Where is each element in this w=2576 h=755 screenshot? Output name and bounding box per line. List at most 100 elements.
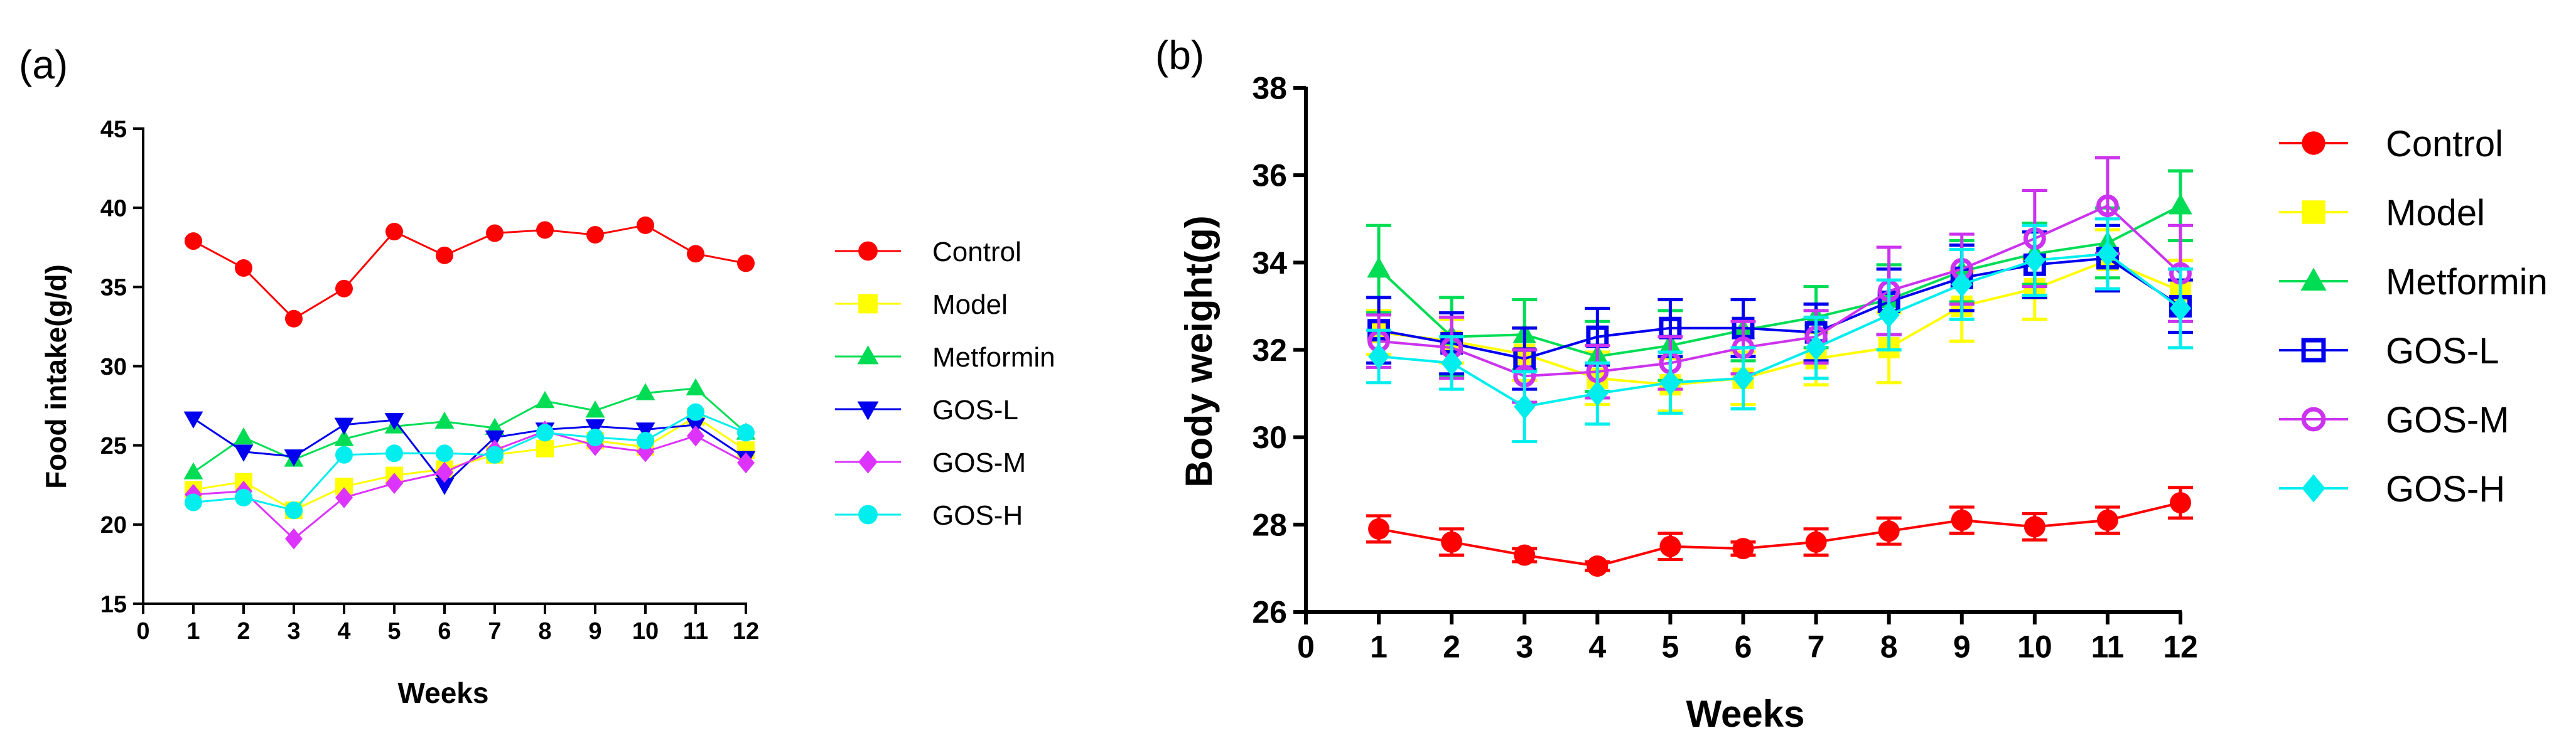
panel-b-x-tick-label: 2	[1443, 629, 1460, 665]
panel-b-x-tick-label: 3	[1516, 629, 1533, 665]
panel-b-point-gos-h	[1441, 350, 1463, 376]
panel-a-point-metformin	[434, 411, 455, 429]
panel-a-series	[183, 216, 756, 550]
panel-a-point-gos-m	[436, 461, 453, 483]
panel-a-point-gos-l	[284, 449, 304, 467]
panel-a-point-gos-h	[335, 446, 353, 464]
panel-a-point-gos-h	[737, 424, 755, 442]
panel-a-legend-marker-gos-h	[858, 505, 878, 525]
panel-a-point-gos-m	[385, 473, 403, 495]
panel-a-legend-label-gos-h: GOS-H	[932, 500, 1023, 531]
panel-a-point-gos-m	[335, 487, 353, 508]
panel-a-point-gos-h	[687, 403, 704, 421]
panel-a-x-tick-label: 7	[488, 618, 501, 645]
panel-a-x-tick-label: 11	[683, 618, 708, 645]
panel-b-y-tick-label: 26	[1252, 595, 1287, 630]
panel-a-x-tick-label: 5	[387, 618, 401, 645]
panel-a-point-gos-l	[585, 419, 605, 437]
panel-b-point-control	[1878, 520, 1900, 542]
panel-b-series-gos-m	[1366, 156, 2193, 404]
panel-a-series-metformin	[183, 378, 756, 479]
panel-b-point-control	[2170, 492, 2191, 514]
panel-a-legend-item-gos-m: GOS-M	[835, 447, 1026, 478]
panel-b-legend: Control Model Metformin GOS-L GOS-M GOS-H	[2279, 124, 2548, 510]
panel-b-legend-item-model: Model	[2279, 193, 2485, 233]
panel-b-x-tick-label: 9	[1953, 629, 1971, 665]
panel-b-x-tick-label: 10	[2017, 629, 2052, 665]
panel-b-series-metformin	[1366, 169, 2193, 394]
panel-b-legend-item-gos-h: GOS-H	[2279, 469, 2505, 510]
panel-a-x-tick-label: 12	[733, 618, 759, 645]
panel-a-point-control	[737, 254, 755, 272]
panel-a-x-tick-label: 10	[632, 618, 659, 645]
panel-b-legend-marker-gos-h	[2302, 474, 2325, 503]
panel-a-y-tick-label: 30	[100, 354, 127, 380]
panel-a-point-gos-h	[586, 429, 604, 447]
panel-a-y-tick-label: 20	[100, 512, 127, 538]
panel-a-label: (a)	[19, 42, 68, 87]
panel-a-point-gos-h	[235, 488, 252, 506]
panel-b-x-tick-label: 6	[1735, 629, 1752, 665]
panel-a-legend-marker-gos-l	[857, 401, 879, 420]
panel-b-legend-label-model: Model	[2386, 193, 2485, 233]
panel-b-series-gos-h	[1366, 217, 2193, 444]
panel-b-line-gos-h	[1378, 252, 2182, 409]
panel-a-point-metformin	[535, 390, 555, 409]
panel-b-point-control	[1732, 538, 1754, 560]
panel-b-x-axis-title: Weeks	[1686, 693, 1804, 735]
panel-b-y-axis-title: Body weight(g)	[1178, 215, 1220, 487]
panel-b-legend-label-gos-m: GOS-M	[2386, 400, 2509, 441]
panel-a-point-gos-h	[436, 444, 453, 463]
panel-b-point-control	[1587, 555, 1609, 577]
panel-a-point-metformin	[334, 429, 354, 446]
panel-b-point-gos-h	[1951, 271, 1973, 297]
panel-b-legend-marker-gos-m	[2301, 407, 2326, 432]
panel-a-y-tick-label: 45	[100, 116, 127, 142]
panel-b-point-control	[2096, 509, 2118, 531]
panel-a-legend-marker-gos-m	[858, 450, 878, 474]
panel-a-point-control	[335, 279, 353, 297]
panel-b-line-gos-l	[1378, 257, 2182, 360]
panel-b-point-gos-h	[1878, 302, 1900, 328]
panel-b-series-control	[1366, 486, 2193, 577]
panel-a-point-gos-l	[334, 417, 354, 435]
panel-b-x-tick-label: 0	[1297, 629, 1315, 665]
panel-a-point-gos-h	[285, 501, 303, 520]
panel-b-y-tick-label: 32	[1252, 333, 1287, 368]
panel-b-legend-marker-model	[2302, 200, 2325, 224]
panel-a-y-axis-title: Food intake(g/d)	[40, 264, 72, 489]
panel-a-point-metformin	[635, 383, 655, 400]
panel-b-body-weight: (b) Body weight(g) Weeks 262830323436380…	[1155, 33, 2548, 735]
panel-a-y-tick-label: 25	[100, 433, 127, 459]
panel-a-point-control	[536, 221, 554, 239]
panel-b-point-gos-h	[1659, 370, 1681, 396]
panel-a-point-gos-m	[737, 452, 755, 474]
panel-a-point-gos-h	[385, 444, 403, 463]
panel-a-legend-item-model: Model	[835, 289, 1008, 320]
panel-b-point-gos-h	[1732, 365, 1754, 392]
panel-a-series-gos-m	[185, 420, 755, 550]
panel-a-y-tick-label: 35	[100, 275, 127, 301]
panel-a-line-control	[193, 224, 746, 320]
panel-a-y-tick-label: 15	[100, 591, 127, 618]
panel-a-point-control	[486, 224, 504, 242]
panel-a-point-gos-l	[434, 478, 455, 495]
panel-a-legend-label-gos-m: GOS-M	[932, 447, 1026, 478]
panel-a-point-gos-m	[285, 528, 303, 550]
panel-a-legend-label-control: Control	[932, 237, 1021, 267]
panel-a-point-control	[185, 232, 202, 250]
panel-b-y-tick-label: 38	[1252, 71, 1287, 106]
panel-b-point-gos-h	[2170, 295, 2191, 321]
panel-a-point-control	[285, 309, 303, 328]
panel-a-point-gos-h	[536, 424, 554, 442]
panel-a-x-tick-label: 1	[186, 618, 200, 645]
panel-b-series	[1366, 156, 2193, 577]
panel-b-point-control	[1368, 518, 1390, 540]
panel-a-line-gos-m	[193, 430, 746, 540]
panel-b-point-control	[2024, 516, 2045, 538]
panel-a-point-control	[385, 223, 403, 241]
panel-a-x-axis-title: Weeks	[398, 677, 489, 709]
panel-a-point-metformin	[234, 427, 254, 445]
panel-b-line-metformin	[1377, 205, 2181, 358]
